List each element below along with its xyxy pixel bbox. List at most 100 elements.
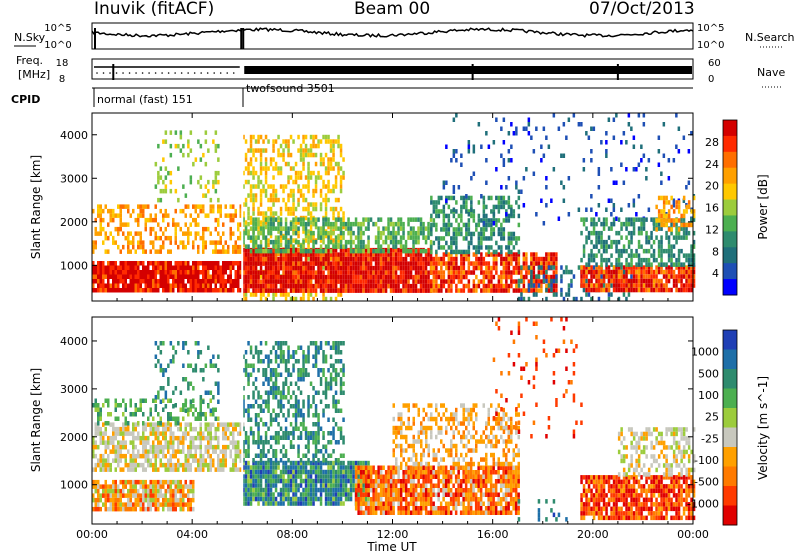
heatmap-cell — [467, 270, 471, 275]
heatmap-cell — [239, 249, 242, 254]
heatmap-cell — [104, 426, 107, 432]
heatmap-cell — [237, 288, 240, 293]
heatmap-cell — [632, 198, 636, 203]
heatmap-cell — [622, 269, 626, 275]
heatmap-cell — [362, 274, 365, 280]
heatmap-cell — [492, 212, 496, 217]
heatmap-cell — [147, 453, 150, 459]
heatmap-cell — [610, 212, 613, 217]
heatmap-cell — [460, 274, 463, 280]
heatmap-cell — [104, 431, 107, 436]
heatmap-cell — [114, 479, 117, 485]
heatmap-cell — [164, 467, 167, 472]
heatmap-cell — [389, 288, 393, 293]
heatmap-cell — [292, 193, 295, 198]
heatmap-cell — [447, 213, 451, 219]
heatmap-cell — [264, 296, 268, 302]
heatmap-cell — [525, 252, 528, 257]
heatmap-cell — [555, 265, 558, 271]
heatmap-cell — [99, 213, 102, 218]
heatmap-cell — [419, 261, 423, 266]
heatmap-cell — [174, 222, 177, 227]
heatmap-cell — [122, 431, 125, 436]
heatmap-cell — [657, 248, 661, 254]
heatmap-cell — [349, 256, 353, 262]
heatmap-cell — [112, 283, 115, 288]
heatmap-cell — [152, 453, 155, 459]
heatmap-cell — [520, 270, 523, 275]
colorbar-swatch — [723, 279, 737, 296]
heatmap-cell — [670, 262, 673, 267]
heatmap-cell — [154, 458, 157, 463]
heatmap-cell — [587, 265, 591, 270]
heatmap-cell — [107, 497, 110, 503]
heatmap-cell — [99, 458, 102, 463]
heatmap-cell — [119, 208, 122, 214]
heatmap-cell — [665, 287, 668, 293]
heatmap-cell — [329, 224, 333, 230]
heatmap-cell — [412, 239, 415, 245]
heatmap-cell — [667, 239, 671, 245]
heatmap-cell — [142, 412, 145, 417]
heatmap-cell — [177, 479, 180, 485]
heatmap-cell — [492, 256, 496, 262]
heatmap-cell — [414, 248, 418, 254]
heatmap-cell — [272, 292, 275, 297]
heatmap-cell — [174, 435, 177, 441]
heatmap-cell — [284, 279, 288, 284]
heatmap-cell — [167, 249, 170, 254]
heatmap-cell — [147, 484, 150, 489]
heatmap-cell — [424, 252, 428, 257]
heatmap-cell — [187, 204, 190, 209]
heatmap-cell — [389, 265, 393, 271]
heatmap-cell — [657, 135, 661, 140]
heatmap-cell — [307, 274, 310, 280]
heatmap-cell — [510, 270, 513, 275]
heatmap-cell — [282, 188, 285, 194]
heatmap-cell — [97, 288, 100, 293]
heatmap-cell — [179, 449, 182, 454]
heatmap-cell — [660, 253, 663, 258]
heatmap-cell — [367, 226, 370, 231]
heatmap-cell — [157, 431, 160, 436]
heatmap-cell — [507, 249, 511, 255]
heatmap-cell — [182, 283, 185, 288]
heatmap-cell — [452, 149, 456, 154]
heatmap-cell — [517, 283, 521, 288]
heatmap-cell — [344, 247, 348, 253]
heatmap-cell — [259, 283, 263, 289]
heatmap-cell — [259, 134, 263, 140]
heatmap-cell — [132, 506, 135, 512]
heatmap-cell — [147, 288, 150, 293]
heatmap-cell — [314, 188, 318, 194]
heatmap-cell — [202, 462, 205, 468]
heatmap-cell — [452, 207, 456, 212]
heatmap-cell — [132, 493, 135, 498]
heatmap-cell — [159, 440, 162, 445]
heatmap-cell — [324, 288, 328, 293]
heatmap-cell — [167, 449, 170, 454]
heatmap-cell — [187, 467, 190, 472]
heatmap-cell — [322, 270, 325, 275]
heatmap-cell — [299, 265, 303, 271]
heatmap-cell — [154, 453, 157, 459]
heatmap-cell — [272, 279, 275, 284]
heatmap-cell — [122, 453, 125, 459]
heatmap-cell — [254, 217, 258, 222]
heatmap-cell — [327, 224, 330, 230]
heatmap-cell — [127, 493, 130, 498]
heatmap-cell — [687, 274, 691, 279]
heatmap-cell — [159, 244, 162, 250]
heatmap-cell — [334, 283, 338, 289]
heatmap-cell — [147, 416, 150, 421]
heatmap-cell — [515, 180, 518, 185]
heatmap-cell — [632, 265, 636, 270]
heatmap-cell — [302, 206, 305, 212]
heatmap-cell — [625, 235, 628, 240]
heatmap-cell — [520, 265, 523, 270]
heatmap-cell — [342, 283, 345, 289]
heatmap-cell — [670, 230, 673, 236]
heatmap-cell — [440, 288, 443, 293]
heatmap-cell — [99, 435, 102, 441]
heatmap-cell — [580, 265, 583, 270]
